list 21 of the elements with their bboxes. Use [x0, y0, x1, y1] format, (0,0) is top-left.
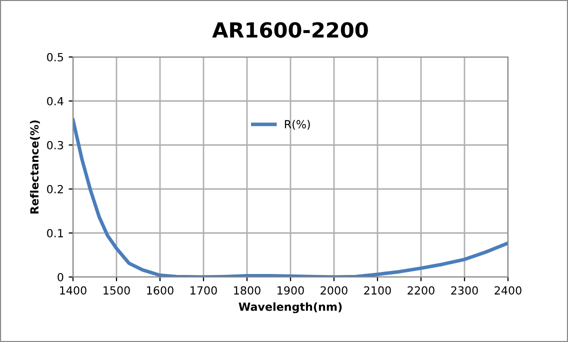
y-tick-label: 0.2: [47, 184, 63, 194]
legend-label: R(%): [284, 120, 310, 130]
x-tick-label: 2200: [408, 286, 434, 295]
y-tick-label: 0.4: [47, 96, 64, 106]
x-tick-label: 1800: [234, 286, 260, 295]
chart-title: AR1600-2200: [212, 22, 368, 38]
x-tick-label: 1900: [278, 286, 304, 295]
x-axis-title: Wavelength(nm): [238, 302, 342, 314]
y-tick-label: 0.1: [47, 228, 63, 238]
x-tick-label: 2300: [451, 286, 478, 295]
x-tick-label: 1700: [190, 286, 217, 295]
x-tick-label: 1400: [60, 286, 86, 295]
x-tick-label: 2400: [494, 286, 522, 295]
x-tick-label: 1600: [147, 286, 174, 295]
x-tick-label: 1500: [104, 286, 130, 295]
y-tick-label: 0.3: [47, 140, 64, 150]
x-tick-label: 2000: [320, 286, 348, 295]
x-tick-label: 2100: [364, 286, 391, 295]
y-axis-title: Reflectance(%): [30, 120, 40, 214]
y-tick-label: 0.5: [47, 52, 63, 62]
y-tick-label: 0: [58, 272, 64, 282]
